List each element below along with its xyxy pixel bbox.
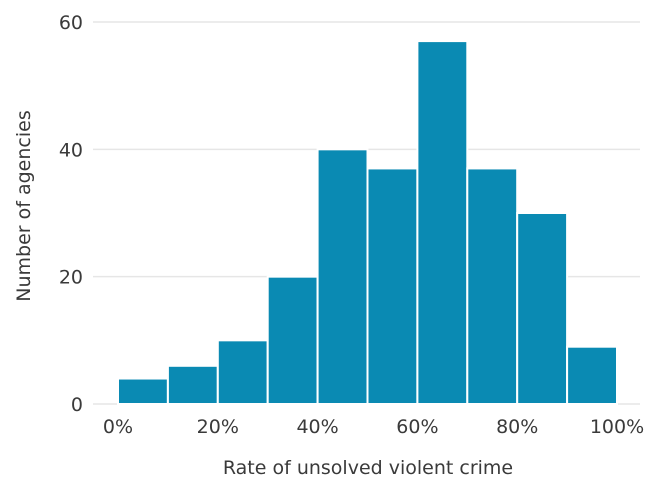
bar-5 <box>366 167 419 405</box>
bar-1 <box>166 364 219 405</box>
x-tick-label: 80% <box>496 416 538 438</box>
bar-0 <box>117 377 169 405</box>
bar-4 <box>316 148 369 405</box>
y-axis-ticks: 0 20 40 60 <box>59 12 83 416</box>
bar-3 <box>266 275 319 405</box>
x-axis-ticks: 0% 20% 40% 60% 80% 100% <box>103 416 644 438</box>
bar-6 <box>416 40 469 405</box>
x-tick-label: 60% <box>396 416 438 438</box>
y-tick-label: 0 <box>71 394 83 416</box>
bars <box>117 40 618 406</box>
y-axis-label: Number of agencies <box>13 110 35 301</box>
bar-8 <box>516 212 569 405</box>
x-axis-label: Rate of unsolved violent crime <box>223 457 513 479</box>
y-tick-label: 60 <box>59 12 83 34</box>
x-tick-label: 100% <box>590 416 644 438</box>
x-tick-label: 20% <box>197 416 239 438</box>
x-tick-label: 40% <box>296 416 338 438</box>
y-tick-label: 20 <box>59 267 83 289</box>
x-tick-label: 0% <box>103 416 133 438</box>
bar-7 <box>466 167 519 405</box>
bar-9 <box>566 345 618 406</box>
y-tick-label: 40 <box>59 139 83 161</box>
bar-2 <box>216 339 269 406</box>
